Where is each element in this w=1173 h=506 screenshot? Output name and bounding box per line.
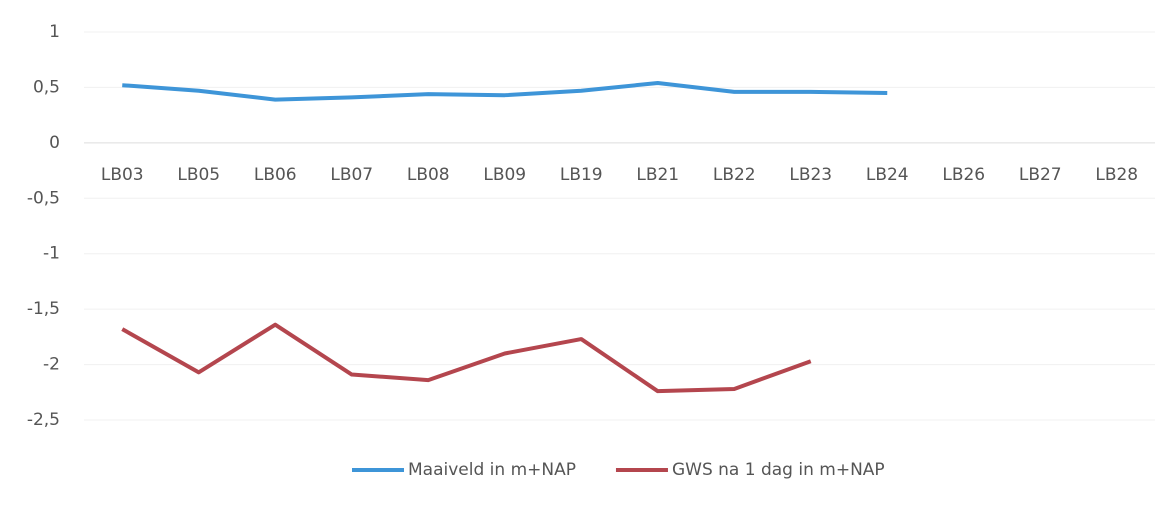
y-tick-label: 1 — [49, 22, 60, 42]
x-tick-label: LB26 — [942, 165, 985, 185]
x-tick-label: LB05 — [177, 165, 220, 185]
y-tick-label: -2 — [43, 355, 60, 375]
x-tick-label: LB23 — [789, 165, 832, 185]
legend-label: Maaiveld in m+NAP — [408, 460, 576, 480]
x-tick-label: LB03 — [101, 165, 144, 185]
y-tick-label: 0 — [49, 133, 60, 153]
series-line — [121, 322, 812, 394]
x-tick-label: LB09 — [483, 165, 526, 185]
x-tick-label: LB06 — [254, 165, 297, 185]
x-tick-label: LB28 — [1095, 165, 1138, 185]
x-tick-label: LB19 — [560, 165, 603, 185]
y-tick-label: -2,5 — [27, 410, 60, 430]
x-tick-label: LB08 — [407, 165, 450, 185]
x-tick-label: LB22 — [713, 165, 756, 185]
legend-label: GWS na 1 dag in m+NAP — [672, 460, 885, 480]
x-tick-label: LB07 — [330, 165, 373, 185]
y-tick-label: -1,5 — [27, 299, 60, 319]
x-tick-label: LB24 — [866, 165, 909, 185]
series-line — [122, 80, 888, 102]
y-tick-label: -1 — [43, 244, 60, 264]
y-tick-label: -0,5 — [27, 188, 60, 208]
y-tick-label: 0,5 — [33, 77, 60, 97]
x-tick-label: LB27 — [1019, 165, 1062, 185]
x-tick-label: LB21 — [636, 165, 679, 185]
